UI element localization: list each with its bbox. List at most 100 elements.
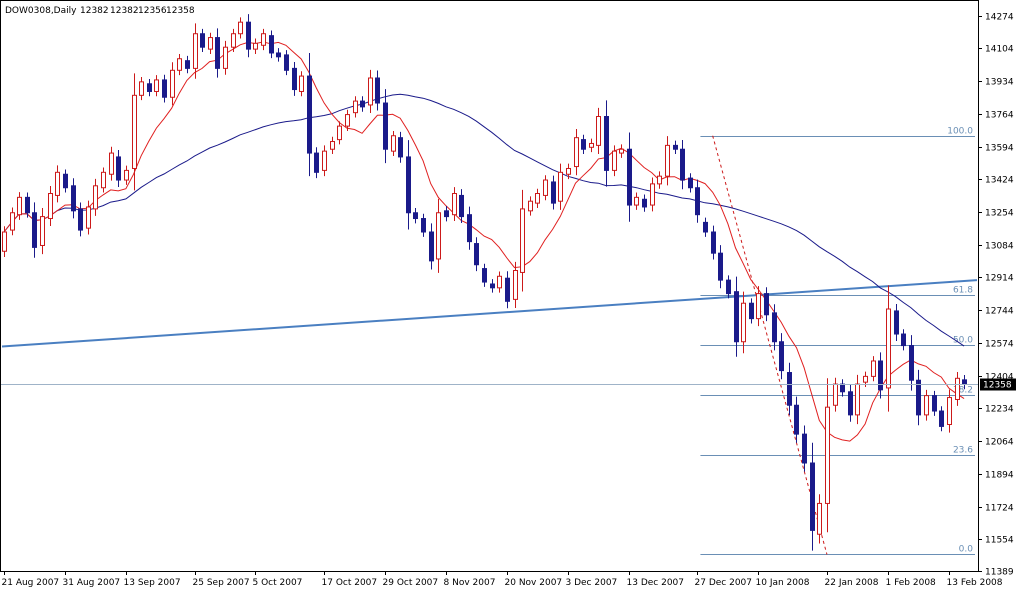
candle-bear [505,277,510,302]
candle-bull [253,42,258,50]
candle-bear [25,196,30,214]
price-tick-label: 11554 [985,536,1014,546]
fib-level-label: 23.6 [953,446,973,456]
candle-bear [398,137,403,158]
price-tick-label: 13934 [985,78,1014,88]
trendline-layer [1,135,978,555]
candle-bull [535,193,540,204]
candles [2,14,967,551]
candle-bull [223,46,228,69]
candle-bull [574,137,579,168]
price-tick-label: 13424 [985,176,1014,186]
price-tick-label: 13764 [985,111,1014,121]
candle-bear [840,383,845,393]
price-axis: 14274 14104 13934 13764 13594 13424 13254 13084… [1,13,1016,578]
price-tick-label: 14104 [985,45,1014,55]
time-tick-label: 3 Dec 2007 [566,578,618,588]
candle-bear [810,462,815,531]
candle-bull [741,302,746,343]
candle-bear [383,102,388,150]
candle-bear [604,116,609,171]
candle-bear [932,395,937,412]
candle-bear [375,77,380,104]
candle-bear [360,100,365,108]
time-axis: 21 Aug 2007 31 Aug 2007 13 Sep 2007 25 Sep … [2,571,1003,588]
candle-bull [299,75,304,92]
candle-bear [794,404,799,435]
candle-bear [292,67,297,91]
candle-bear [116,156,121,181]
candle-bull [238,21,243,35]
price-tick-label: 12744 [985,307,1014,317]
candle-bull [558,171,563,202]
chart-header-high: 12382 [110,6,139,16]
candle-bear [802,433,807,464]
candle-bear [749,302,754,320]
time-tick-label: 21 Aug 2007 [2,578,60,588]
moving-averages [3,41,965,442]
time-tick-label: 5 Oct 2007 [253,578,303,588]
candle-bull [86,206,91,229]
candle-bull [863,375,868,383]
candle-bear [200,33,205,48]
candle-bear [909,345,914,381]
price-tick-label: 11389 [985,568,1014,578]
candle-bull [657,175,662,185]
candle-bull [368,77,373,106]
candle-bear [246,21,251,50]
candle-bull [497,275,502,289]
candle-bear [901,333,906,347]
candle-bull [109,152,114,175]
candle-bull [353,100,358,114]
time-tick-label: 27 Dec 2007 [695,578,753,588]
candle-bear [673,144,678,150]
candle-bull [261,33,266,46]
candle-bear [147,83,152,92]
candle-bear [878,360,883,391]
candle-bear [894,310,899,335]
price-tick-label: 13084 [985,242,1014,252]
candle-bull [193,33,198,69]
candle-bear [848,391,853,416]
candle-bear [764,293,769,316]
candle-bear [71,185,76,212]
candle-bear [467,214,472,243]
candle-bull [2,231,7,252]
current-price-label: 12358 [983,381,1012,391]
candle-bull [48,193,53,220]
fib-level-label: 38.2 [953,386,973,396]
candle-bull [871,360,876,377]
candle-bull [619,148,624,154]
candle-bull [55,171,60,196]
candle-bear [726,279,731,295]
candle-bear [276,52,281,58]
price-tick-label: 12574 [985,340,1014,350]
support-trendline [1,279,978,348]
candle-bull [566,167,571,175]
candle-bear [63,173,68,189]
fib-level-label: 100.0 [947,127,973,137]
fib-level-label: 61.8 [953,286,973,296]
candle-bear [162,79,167,98]
candle-bear [916,379,921,416]
candle-bear [939,410,944,427]
candle-bull [924,395,929,416]
time-tick-label: 29 Oct 2007 [383,578,439,588]
price-tick-label: 11894 [985,471,1014,481]
candle-bear [581,139,586,150]
candle-bull [650,183,655,206]
price-tick-label: 13254 [985,209,1014,219]
candle-bear [32,212,37,248]
time-tick-label: 20 Nov 2007 [505,578,563,588]
candle-bull [154,79,159,92]
price-tick-label: 12404 [985,373,1014,383]
candle-bear [78,208,83,231]
candle-bear [429,231,434,262]
time-tick-label: 22 Jan 2008 [825,578,879,588]
candle-bull [833,383,838,406]
time-tick-label: 17 Oct 2007 [322,578,378,588]
chart-header-low: 12356 [138,6,167,16]
candle-bull [855,383,860,416]
fibonacci-levels: 100.0 61.8 50.0 38.2 23.6 0.0 [700,127,975,555]
